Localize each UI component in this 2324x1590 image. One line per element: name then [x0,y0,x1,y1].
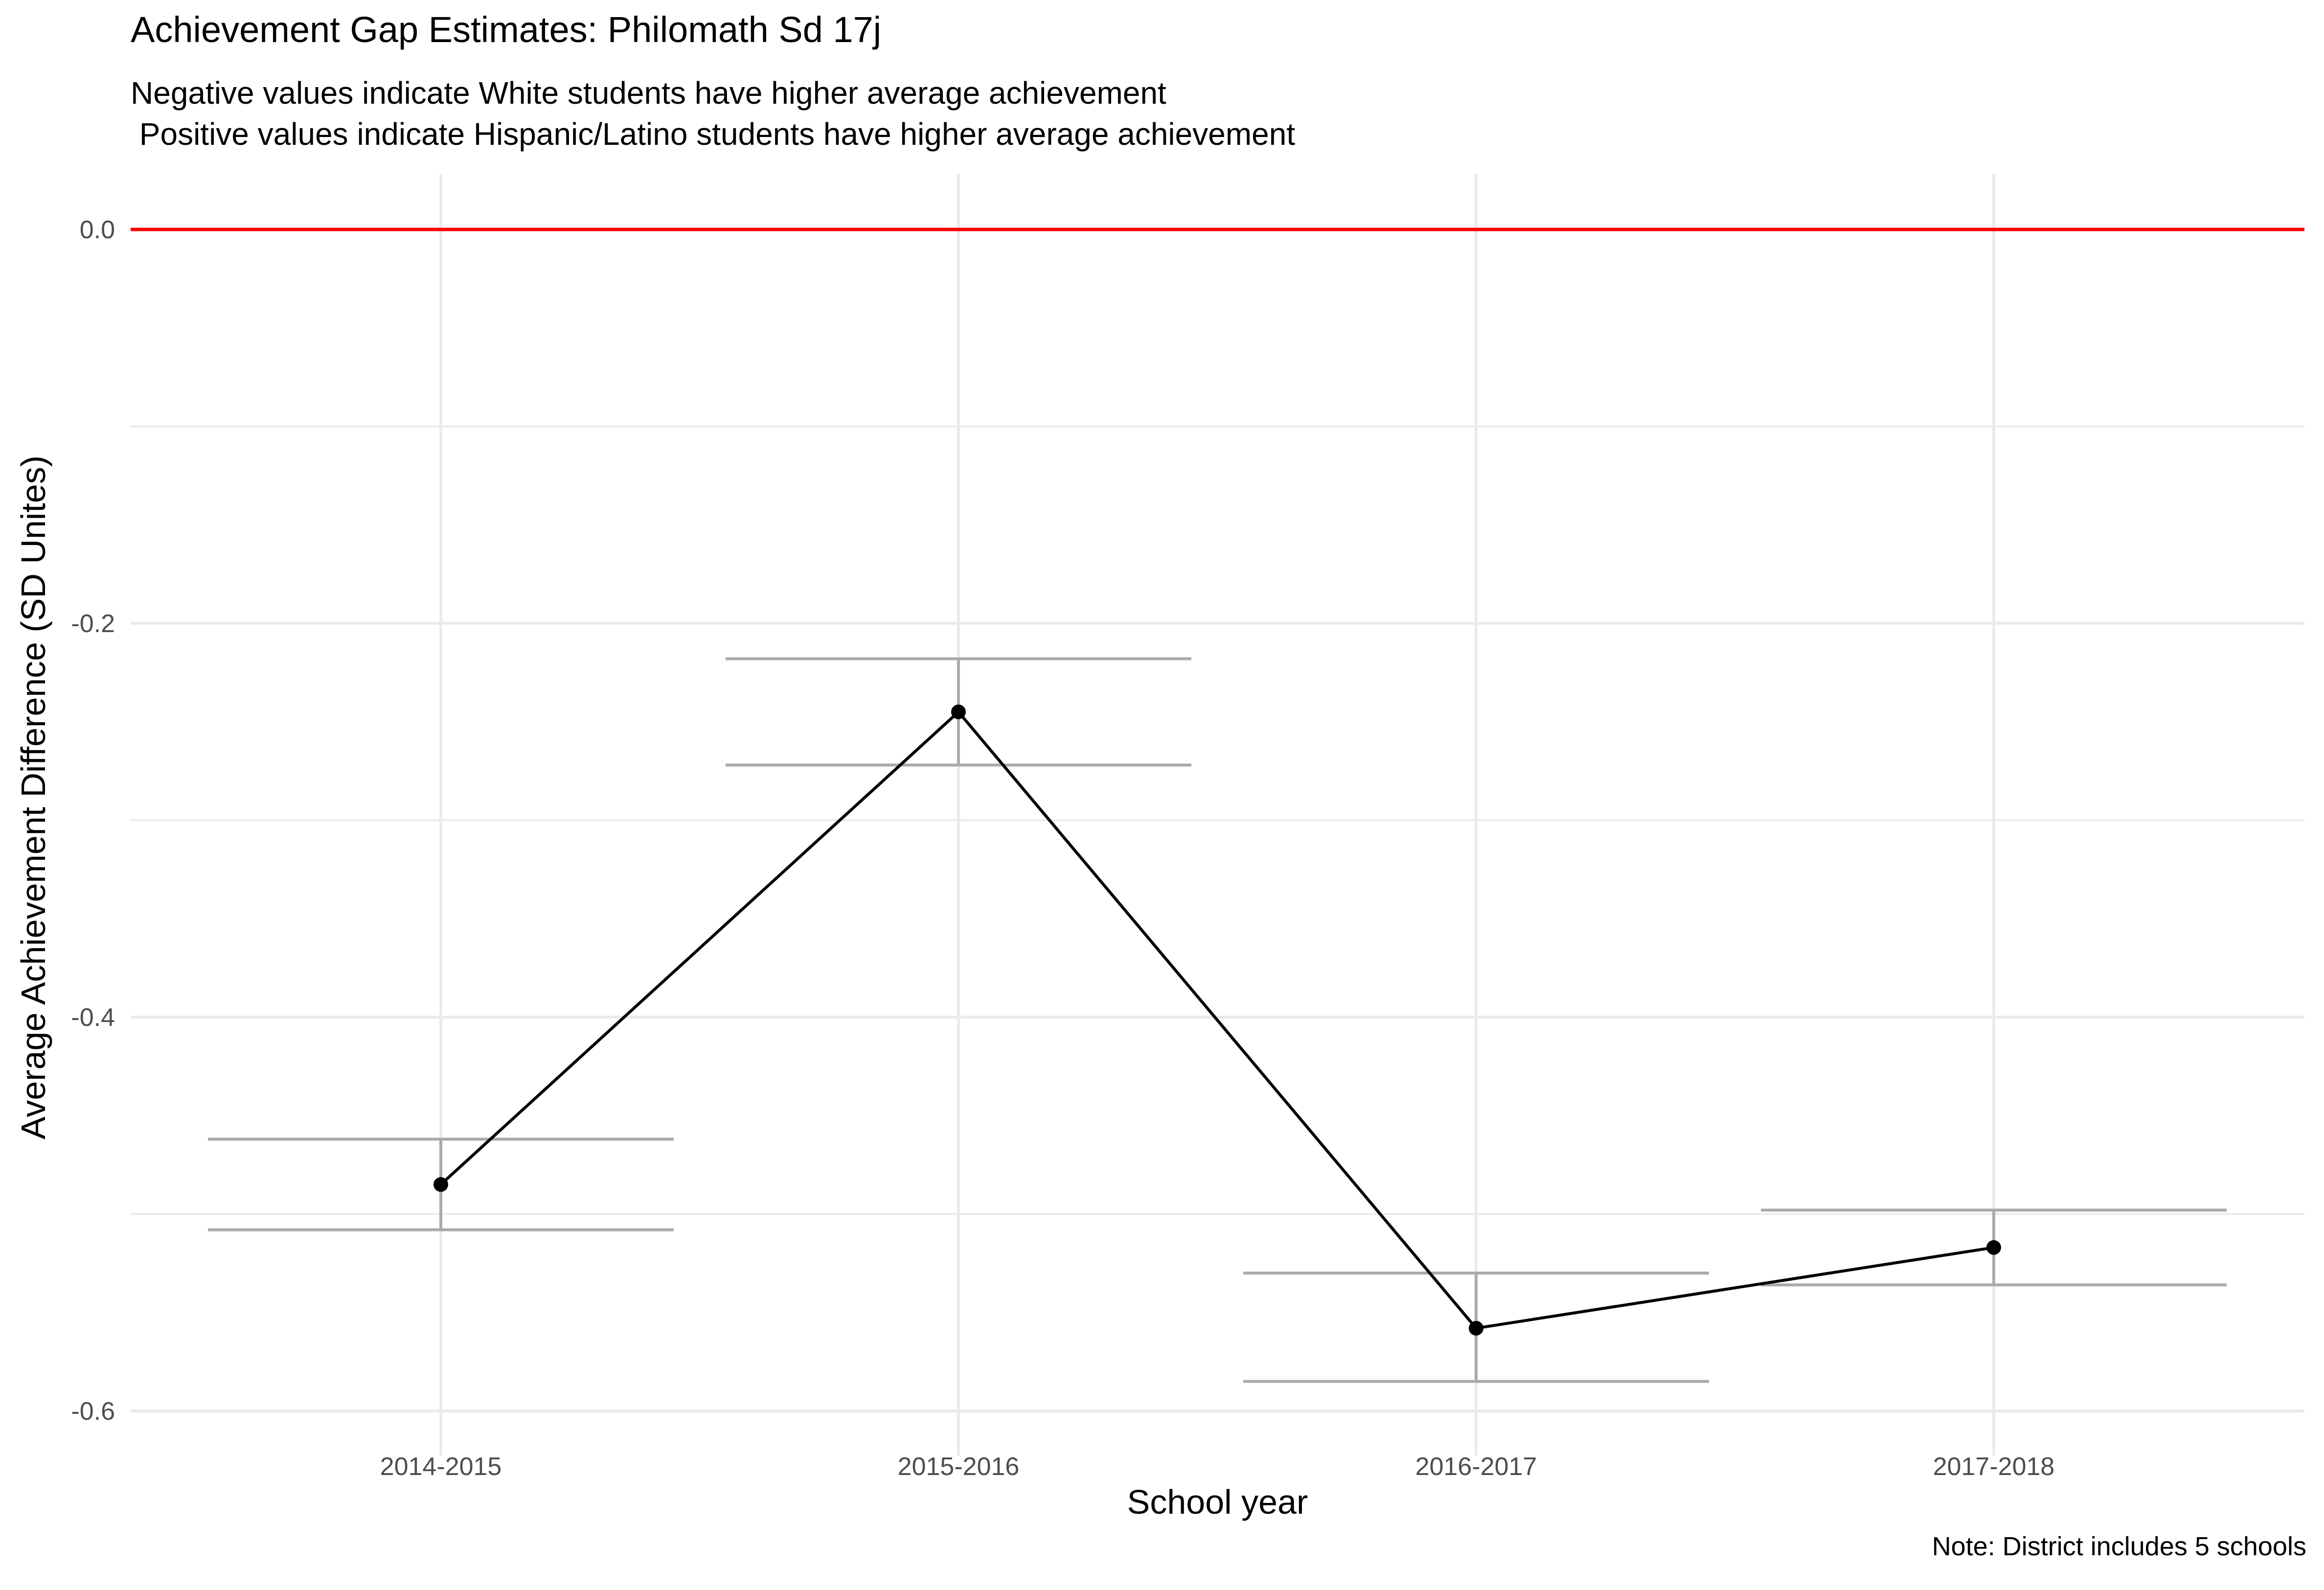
x-tick-label: 2015-2016 [898,1453,1020,1481]
series-line [439,710,1994,1330]
major-gridlines [131,174,2304,1455]
data-point-layer [433,704,2001,1336]
subtitle-line-1: Negative values indicate White students … [131,75,1166,111]
y-tick-label: 0.0 [80,216,115,244]
chart-caption: Note: District includes 5 schools [1932,1532,2306,1561]
chart-title: Achievement Gap Estimates: Philomath Sd … [131,9,882,50]
y-tick-label: -0.6 [71,1397,115,1426]
minor-gridlines [131,425,2304,1215]
y-tick-label: -0.4 [71,1003,115,1032]
data-point [433,1177,448,1192]
chart-subtitle: Negative values indicate White students … [131,72,1295,155]
data-point [1986,1240,2001,1255]
series-line-layer [439,710,1994,1330]
subtitle-line-2: Positive values indicate Hispanic/Latino… [131,116,1296,152]
x-axis-label: School year [1127,1483,1308,1521]
x-tick-labels: 2014-2015 2015-2016 2016-2017 2017-2018 [380,1453,2055,1481]
x-tick-label: 2014-2015 [380,1453,502,1481]
y-axis-label: Average Achievement Difference (SD Unite… [14,455,52,1140]
y-tick-label: -0.2 [71,610,115,638]
x-tick-label: 2017-2018 [1933,1453,2055,1481]
x-tick-label: 2016-2017 [1415,1453,1537,1481]
data-point [951,704,966,720]
y-tick-labels: 0.0 -0.2 -0.4 -0.6 [71,216,115,1426]
data-point [1469,1320,1483,1336]
